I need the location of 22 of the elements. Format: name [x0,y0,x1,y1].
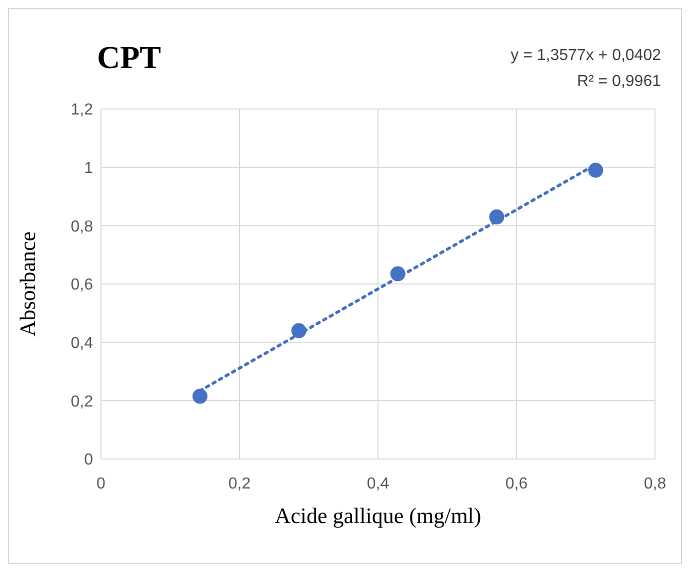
text: R² = 0,9961 [576,72,661,92]
x-tick-label: 0,6 [505,475,528,492]
y-tick-label: 0,6 [70,276,94,294]
y-tick-label: 0,4 [70,335,94,352]
x-tick-label: 0,4 [366,475,390,492]
point [291,323,306,338]
y-tick-label: 1,2 [70,102,94,119]
chart-title: CPT [97,39,161,76]
y-tick-label: 0 [84,452,94,469]
y-tick-label: 0,2 [70,393,94,410]
point [489,209,504,224]
x-tick-label: 0,8 [644,475,666,492]
text: y = 1,3577x + 0,0402 [510,46,661,66]
y-axis-title: Absorbance [14,231,40,337]
y-tick-label: 1 [84,160,94,178]
y-tick-label: 0,8 [70,218,94,236]
x-tick-label: 0,2 [228,475,251,492]
x-axis-title: Acide gallique (mg/ml) [274,503,482,528]
point [390,266,406,282]
point [192,388,208,404]
point [588,162,604,178]
x-tick-label: 0 [96,475,106,492]
